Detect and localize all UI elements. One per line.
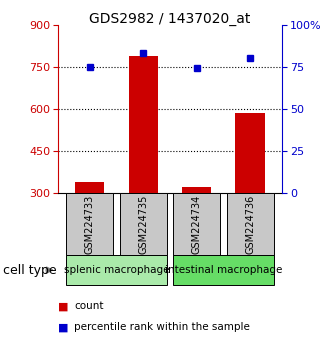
Bar	[227, 193, 274, 255]
Text: cell type: cell type	[3, 264, 57, 276]
Text: intestinal macrophage: intestinal macrophage	[165, 265, 282, 275]
Bar	[66, 255, 167, 285]
Bar	[66, 193, 113, 255]
Bar	[182, 187, 211, 193]
Text: GSM224735: GSM224735	[138, 194, 148, 253]
Text: ■: ■	[58, 301, 68, 311]
Text: GDS2982 / 1437020_at: GDS2982 / 1437020_at	[89, 12, 251, 27]
Bar	[173, 255, 274, 285]
Text: GSM224733: GSM224733	[85, 194, 95, 253]
Text: splenic macrophage: splenic macrophage	[64, 265, 169, 275]
Text: count: count	[74, 301, 104, 311]
Bar	[173, 193, 220, 255]
Text: percentile rank within the sample: percentile rank within the sample	[74, 322, 250, 332]
Bar	[129, 56, 158, 193]
Bar	[75, 182, 105, 193]
Text: GSM224736: GSM224736	[245, 194, 255, 253]
Text: ■: ■	[58, 322, 68, 332]
Bar	[235, 113, 265, 193]
Text: GSM224734: GSM224734	[192, 194, 202, 253]
Bar	[120, 193, 167, 255]
